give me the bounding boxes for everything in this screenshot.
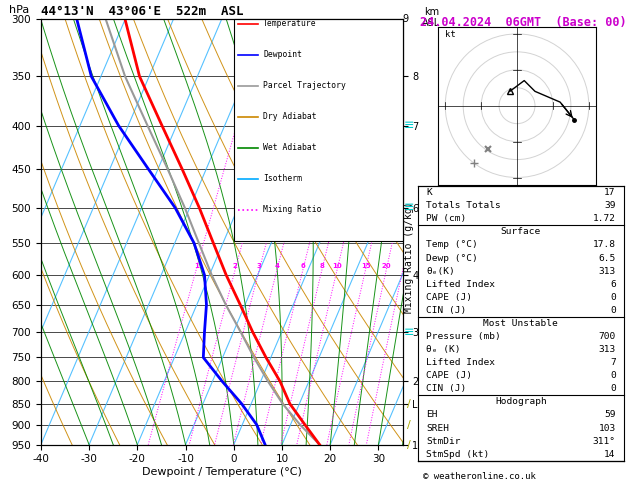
Text: 1: 1	[194, 263, 199, 269]
Text: 44°13'N  43°06'E  522m  ASL: 44°13'N 43°06'E 522m ASL	[41, 5, 243, 18]
Text: 700: 700	[598, 332, 616, 341]
Text: 3: 3	[257, 263, 262, 269]
Text: Most Unstable: Most Unstable	[484, 319, 558, 328]
Text: Lifted Index: Lifted Index	[426, 358, 495, 367]
Text: 313: 313	[598, 345, 616, 354]
Text: 39: 39	[604, 201, 616, 210]
Text: Dry Adiabat: Dry Adiabat	[264, 112, 317, 122]
Text: θₑ(K): θₑ(K)	[426, 267, 455, 276]
Text: 14: 14	[604, 450, 616, 459]
Text: EH: EH	[426, 411, 437, 419]
Text: 6.5: 6.5	[598, 254, 616, 262]
X-axis label: Dewpoint / Temperature (°C): Dewpoint / Temperature (°C)	[142, 467, 302, 477]
Text: CAPE (J): CAPE (J)	[426, 293, 472, 302]
Text: 0: 0	[610, 293, 616, 302]
Text: 311°: 311°	[593, 436, 616, 446]
Text: 15: 15	[361, 263, 370, 269]
Text: Dewpoint: Dewpoint	[264, 50, 303, 59]
Text: 1.72: 1.72	[593, 214, 616, 224]
Text: CIN (J): CIN (J)	[426, 306, 466, 315]
Text: Surface: Surface	[501, 227, 541, 236]
Text: Parcel Trajectory: Parcel Trajectory	[264, 81, 346, 90]
Text: CAPE (J): CAPE (J)	[426, 371, 472, 380]
Text: Totals Totals: Totals Totals	[426, 201, 501, 210]
Text: 20: 20	[382, 263, 391, 269]
Text: Temperature: Temperature	[264, 19, 317, 28]
Text: Temp (°C): Temp (°C)	[426, 241, 477, 249]
Text: Isotherm: Isotherm	[264, 174, 303, 183]
Text: 313: 313	[598, 267, 616, 276]
Text: 0: 0	[610, 371, 616, 380]
Text: 59: 59	[604, 411, 616, 419]
Text: ≡: ≡	[404, 326, 414, 339]
Text: K: K	[426, 188, 431, 197]
Text: Wet Adiabat: Wet Adiabat	[264, 143, 317, 153]
Text: 17: 17	[604, 188, 616, 197]
Text: 0: 0	[610, 306, 616, 315]
Y-axis label: hPa: hPa	[9, 5, 30, 15]
Text: ≡: ≡	[404, 119, 414, 132]
Text: Mixing Ratio (g/kg): Mixing Ratio (g/kg)	[404, 202, 415, 313]
Text: © weatheronline.co.uk: © weatheronline.co.uk	[423, 472, 535, 481]
Text: /: /	[407, 420, 411, 430]
Text: StmDir: StmDir	[426, 436, 460, 446]
Text: PW (cm): PW (cm)	[426, 214, 466, 224]
Text: Mixing Ratio: Mixing Ratio	[264, 206, 322, 214]
Text: 6: 6	[301, 263, 306, 269]
Y-axis label: km
ASL: km ASL	[422, 7, 441, 28]
Text: 17.8: 17.8	[593, 241, 616, 249]
Text: SREH: SREH	[426, 423, 449, 433]
Text: Dewp (°C): Dewp (°C)	[426, 254, 477, 262]
Text: Pressure (mb): Pressure (mb)	[426, 332, 501, 341]
Text: 0: 0	[610, 384, 616, 393]
Text: Hodograph: Hodograph	[495, 398, 547, 406]
Text: CIN (J): CIN (J)	[426, 384, 466, 393]
Text: StmSpd (kt): StmSpd (kt)	[426, 450, 489, 459]
Text: Lifted Index: Lifted Index	[426, 280, 495, 289]
Text: 4: 4	[275, 263, 280, 269]
Text: 6: 6	[610, 280, 616, 289]
Text: θₑ (K): θₑ (K)	[426, 345, 460, 354]
Text: /: /	[407, 440, 411, 450]
Text: 7: 7	[610, 358, 616, 367]
Text: 9: 9	[403, 15, 409, 24]
Text: 8: 8	[320, 263, 325, 269]
FancyBboxPatch shape	[235, 19, 403, 241]
Text: 2: 2	[233, 263, 238, 269]
Text: /: /	[407, 399, 411, 409]
Text: 10: 10	[332, 263, 342, 269]
Text: kt: kt	[445, 31, 456, 39]
Text: 103: 103	[598, 423, 616, 433]
Text: ≡: ≡	[404, 201, 414, 214]
Text: 24.04.2024  06GMT  (Base: 00): 24.04.2024 06GMT (Base: 00)	[420, 16, 626, 29]
